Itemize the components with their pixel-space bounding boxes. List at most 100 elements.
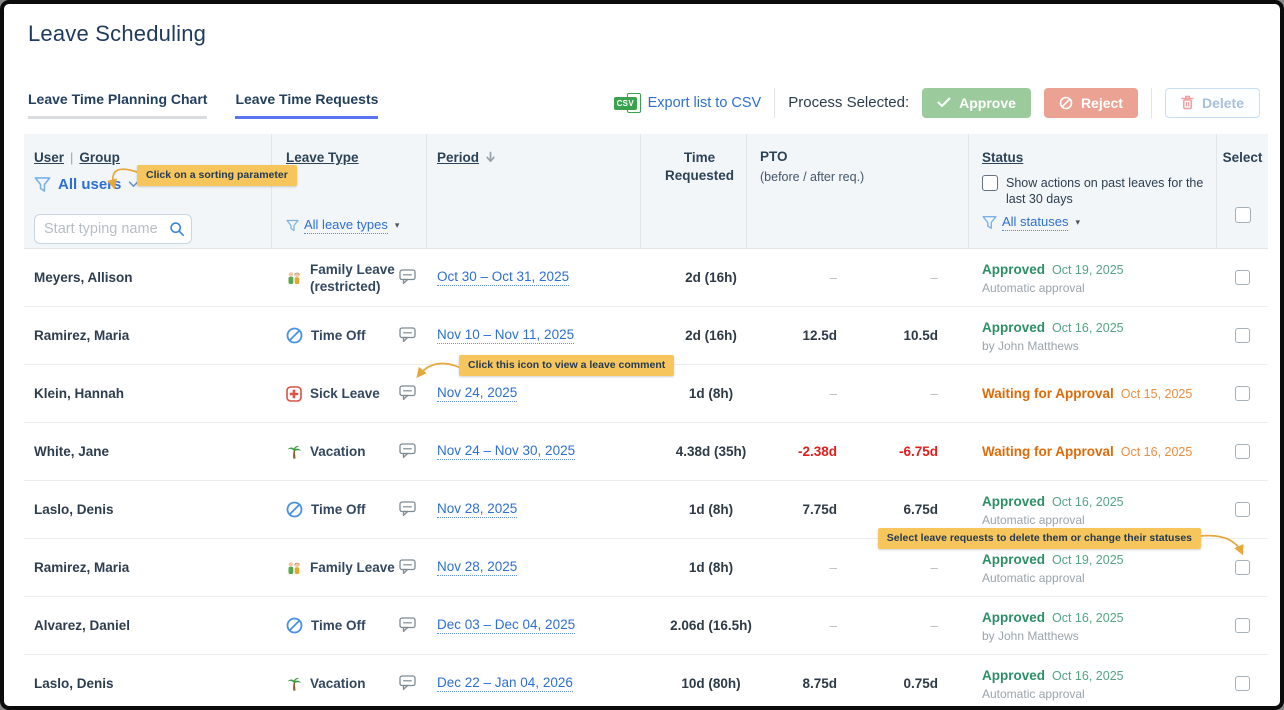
status-date: Oct 16, 2025 — [1120, 444, 1193, 459]
time-requested-value: 1d (8h) — [688, 502, 734, 517]
row-checkbox[interactable] — [1235, 618, 1250, 633]
select-header: Select — [1222, 150, 1263, 165]
sort-leave-type-link[interactable]: Leave Type — [286, 150, 359, 165]
time-off-icon — [286, 617, 303, 634]
user-name: Laslo, Denis — [34, 502, 114, 517]
table-row: Laslo, Denis Vacation Dec 22 – Jan 04, 2… — [24, 655, 1268, 706]
status-label: Approved — [982, 667, 1046, 683]
tab-leave-time-requests[interactable]: Leave Time Requests — [235, 91, 379, 119]
divider — [1150, 87, 1152, 118]
sort-direction-icon — [485, 150, 496, 167]
leave-requests-table: User|Group All users Leave Type Al — [24, 134, 1268, 706]
tab-leave-time-planning-chart[interactable]: Leave Time Planning Chart — [28, 91, 208, 119]
sort-status-link[interactable]: Status — [982, 150, 1024, 165]
time-off-icon — [286, 501, 303, 518]
export-csv-link[interactable]: CSV Export list to CSV — [613, 92, 761, 113]
user-name: White, Jane — [34, 444, 110, 459]
show-past-actions-label: Show actions on past leaves for the last… — [1006, 176, 1204, 206]
leave-type-label: Time Off — [311, 502, 366, 517]
divider — [774, 87, 776, 118]
comment-icon[interactable] — [399, 384, 417, 401]
status-cell: Approved Oct 16, 2025 Automatic approval — [969, 655, 1217, 706]
sort-period-link[interactable]: Period — [437, 150, 480, 165]
comment-icon[interactable] — [399, 500, 417, 517]
show-past-actions-checkbox[interactable] — [982, 175, 998, 191]
comment-icon[interactable] — [399, 558, 417, 575]
status-cell: Waiting for Approval Oct 16, 2025 — [969, 423, 1217, 480]
leave-type-label: Vacation — [310, 676, 366, 691]
search-name-input[interactable] — [34, 214, 192, 244]
leave-type-filter-dropdown[interactable]: All leave types ▾ — [286, 217, 399, 234]
row-checkbox[interactable] — [1235, 502, 1250, 517]
period-link[interactable]: Oct 30 – Oct 31, 2025 — [437, 269, 570, 286]
leave-type-cell: Vacation — [272, 423, 427, 480]
status-date: Oct 16, 2025 — [1052, 320, 1124, 335]
user-name: Ramirez, Maria — [34, 328, 130, 343]
status-date: Oct 16, 2025 — [1052, 668, 1124, 683]
status-filter-dropdown[interactable]: All statuses ▾ — [982, 214, 1080, 231]
sorting-tooltip: Click on a sorting parameter — [137, 165, 297, 186]
family-icon — [286, 560, 302, 576]
time-requested-value: 2d (16h) — [685, 328, 737, 343]
filter-funnel-icon — [34, 177, 51, 192]
pto-after-value: – — [930, 618, 938, 633]
status-label: Approved — [982, 319, 1046, 335]
comment-icon[interactable] — [399, 326, 417, 343]
select-all-checkbox[interactable] — [1234, 207, 1251, 223]
leave-type-label: Time Off — [311, 328, 366, 343]
period-link[interactable]: Dec 22 – Jan 04, 2026 — [437, 675, 573, 692]
status-subtext: Automatic approval — [982, 512, 1085, 527]
leave-type-cell: Vacation — [272, 655, 427, 706]
period-link[interactable]: Nov 28, 2025 — [437, 501, 518, 518]
sort-user-link[interactable]: User — [34, 150, 65, 165]
period-link[interactable]: Nov 28, 2025 — [437, 559, 518, 576]
row-checkbox[interactable] — [1235, 444, 1250, 459]
status-label: Approved — [982, 261, 1046, 277]
leave-type-cell: Time Off — [272, 597, 427, 654]
family-icon — [286, 270, 302, 286]
filter-funnel-icon — [286, 219, 299, 232]
sort-group-link[interactable]: Group — [79, 150, 120, 165]
leave-type-sublabel: (restricted) — [310, 278, 381, 294]
comment-icon[interactable] — [399, 268, 417, 285]
period-link[interactable]: Nov 24, 2025 — [437, 385, 518, 402]
row-checkbox[interactable] — [1235, 328, 1250, 343]
time-off-icon — [286, 327, 303, 344]
tab-bar: Leave Time Planning Chart Leave Time Req… — [28, 91, 379, 119]
period-link[interactable]: Nov 10 – Nov 11, 2025 — [437, 327, 575, 344]
table-row: White, Jane Vacation Nov 24 – Nov 30, 20… — [24, 423, 1268, 481]
status-date: Oct 19, 2025 — [1052, 262, 1124, 277]
select-tooltip: Select leave requests to delete them or … — [877, 528, 1201, 549]
comment-icon[interactable] — [399, 442, 417, 459]
status-label: Approved — [982, 609, 1046, 625]
status-cell: Approved Oct 16, 2025 by John Matthews — [969, 597, 1217, 654]
row-checkbox[interactable] — [1235, 560, 1250, 575]
delete-button[interactable]: Delete — [1164, 87, 1260, 118]
users-filter-dropdown[interactable]: All users — [34, 176, 139, 193]
table-row: Alvarez, Daniel Time Off Dec 03 – Dec 04… — [24, 597, 1268, 655]
pto-header: PTO — [760, 149, 788, 164]
status-subtext: Automatic approval — [982, 570, 1085, 585]
caret-down-icon: ▾ — [394, 220, 400, 230]
pto-before-value: – — [829, 270, 837, 285]
pto-after-value: 0.75d — [903, 676, 938, 691]
leave-type-label: Time Off — [311, 618, 366, 633]
comment-icon[interactable] — [399, 674, 417, 691]
user-name: Meyers, Allison — [34, 270, 133, 285]
search-icon[interactable] — [169, 221, 185, 242]
leave-type-cell: Time Off — [272, 481, 427, 538]
status-cell: Waiting for Approval Oct 15, 2025 — [969, 365, 1217, 422]
row-checkbox[interactable] — [1235, 270, 1250, 285]
reject-button[interactable]: Reject — [1043, 87, 1138, 118]
period-link[interactable]: Dec 03 – Dec 04, 2025 — [437, 617, 576, 634]
toolbar: CSV Export list to CSV Process Selected:… — [613, 87, 1260, 118]
table-header: User|Group All users Leave Type Al — [24, 134, 1268, 249]
row-checkbox[interactable] — [1235, 386, 1250, 401]
period-link[interactable]: Nov 24 – Nov 30, 2025 — [437, 443, 576, 460]
time-requested-value: 1d (8h) — [688, 386, 734, 401]
row-checkbox[interactable] — [1235, 676, 1250, 691]
approve-button[interactable]: Approve — [922, 87, 1031, 118]
time-requested-value: 10d (80h) — [681, 676, 741, 691]
comment-icon[interactable] — [399, 616, 417, 633]
user-name: Alvarez, Daniel — [34, 618, 131, 633]
